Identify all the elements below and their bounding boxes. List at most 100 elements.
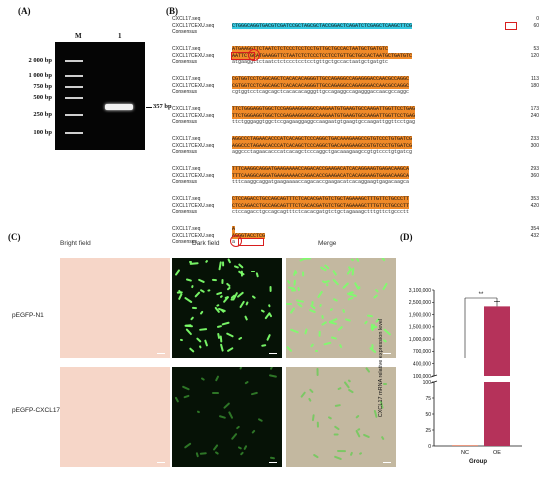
sequence-position: 354 bbox=[530, 226, 539, 232]
header-merge: Merge bbox=[318, 240, 337, 247]
fluorescent-cell bbox=[230, 433, 238, 441]
fluorescent-cell bbox=[321, 314, 324, 319]
fluorescent-cell bbox=[315, 349, 319, 352]
fluorescent-cell bbox=[252, 294, 256, 299]
sequence-name: CXCL17.seq bbox=[172, 46, 201, 52]
fluorescent-cell bbox=[332, 297, 339, 302]
fluorescent-cell bbox=[198, 278, 206, 283]
dark-field-image-cxcl17 bbox=[172, 367, 282, 467]
highlight-circle bbox=[248, 49, 260, 61]
fluorescent-cell bbox=[356, 415, 361, 419]
y-tick-label: 1,900,000 bbox=[409, 312, 431, 318]
fluorescent-cell bbox=[304, 328, 308, 336]
fluorescent-cell bbox=[270, 367, 274, 371]
panel-a-label: (A) bbox=[18, 6, 31, 16]
sequence-name: CXCL17CEXU.seq bbox=[172, 52, 215, 59]
y-tick-label: 2,500,000 bbox=[409, 300, 431, 306]
fluorescent-cell bbox=[222, 279, 225, 285]
fluorescent-cell bbox=[221, 321, 230, 326]
sequence-name: CXCL17.seq bbox=[172, 226, 201, 232]
sequence-name: CXCL17.seq bbox=[172, 16, 201, 22]
sequence-row: AATTCTGCATGAAGGTTCTAATCTCTCCCTCCTCCTGTTG… bbox=[232, 52, 413, 59]
agarose-gel bbox=[55, 42, 145, 150]
sequence-row: CTCCAGACCTGCCAGCAGTTTCTCACACGATGTCTGCTAG… bbox=[232, 202, 410, 209]
alignment-block: CXCL17.seq CXCL17CEXU.seq Consensus A AGGGTA… bbox=[172, 226, 542, 256]
fluorescent-cell bbox=[239, 451, 244, 456]
sequence-name: CXCL17.seq bbox=[172, 166, 201, 172]
fluorescent-cell bbox=[219, 415, 227, 419]
fluorescent-cell bbox=[339, 343, 343, 348]
fluorescent-cell bbox=[308, 308, 316, 313]
ladder-label: 250 bp bbox=[33, 111, 52, 118]
sequence-row: aggccctagaacacccatcacagctcccaggctgacaaag… bbox=[232, 149, 413, 155]
fluorescent-cell bbox=[319, 303, 322, 308]
fluorescent-cell bbox=[355, 430, 361, 439]
panel-c-label: (C) bbox=[8, 232, 21, 242]
sequence-name: Consensus bbox=[172, 89, 198, 95]
fluorescent-cell bbox=[225, 282, 231, 287]
fluorescent-cell bbox=[219, 335, 222, 343]
fluorescent-cell bbox=[343, 380, 350, 389]
sequence-row: AGGCCCTAGAACACCCATCACAGCTCCCAGGCTGACAAAG… bbox=[232, 142, 413, 149]
fluorescent-cell bbox=[359, 452, 363, 455]
expression-bar-chart: 100,000 400,000 700,000 1,000,000 1,500,000 1… bbox=[378, 288, 522, 465]
alignment-block: CXCL17.seq CXCL17CEXU.seq Consensus CTCCAGA… bbox=[172, 196, 542, 226]
sequence-position: 53 bbox=[533, 46, 539, 52]
fluorescent-cell bbox=[356, 258, 360, 263]
ladder-band bbox=[65, 86, 83, 88]
fluorescent-cell bbox=[239, 367, 243, 371]
fluorescent-cell bbox=[216, 303, 220, 307]
fluorescent-cell bbox=[381, 258, 386, 262]
sequence-name: CXCL17CEXU.seq bbox=[172, 202, 215, 209]
fluorescent-cell bbox=[185, 277, 192, 281]
fluorescent-cell bbox=[183, 394, 190, 398]
y-axis-label: CXCL17 mRNA relative expression level bbox=[378, 319, 384, 417]
fluorescent-cell bbox=[269, 457, 275, 460]
fluorescent-cell bbox=[313, 453, 319, 459]
fluorescent-cell bbox=[194, 291, 201, 299]
header-dark-field: Dark field bbox=[192, 240, 220, 247]
fluorescent-cell bbox=[220, 343, 224, 352]
fluorescent-cell bbox=[222, 261, 225, 266]
fluorescent-cell bbox=[245, 380, 250, 385]
highlight-box bbox=[505, 22, 517, 30]
fluorescent-cell bbox=[239, 300, 246, 309]
fluorescent-cell bbox=[212, 278, 218, 281]
dark-field-image-n1 bbox=[172, 258, 282, 358]
sequence-position: 432 bbox=[530, 232, 539, 239]
fluorescent-cell bbox=[251, 270, 256, 273]
fluorescent-cell bbox=[365, 367, 371, 373]
fluorescent-cell bbox=[297, 286, 301, 291]
fluorescent-cell bbox=[348, 389, 354, 394]
fluorescent-cell bbox=[184, 442, 192, 449]
panel-d-label: (D) bbox=[400, 232, 413, 242]
fluorescent-cell bbox=[299, 258, 307, 263]
fluorescent-cell bbox=[302, 271, 304, 277]
merge-image-n1 bbox=[286, 258, 396, 358]
ladder-band bbox=[65, 132, 83, 134]
fluorescent-cell bbox=[258, 418, 264, 422]
bright-field-image-n1 bbox=[60, 258, 170, 358]
fluorescent-cell bbox=[181, 385, 190, 390]
fluorescent-cell bbox=[334, 404, 341, 407]
fluorescent-cell bbox=[214, 450, 220, 455]
fluorescent-cell bbox=[286, 345, 293, 352]
sequence-row: CGTGGTCCTCAGCAGCTCACACACAGGGTTGCCAGAGGCC… bbox=[232, 76, 410, 83]
fluorescent-cell bbox=[205, 259, 209, 264]
fluorescent-cell bbox=[198, 328, 208, 331]
sequence-name: Consensus bbox=[172, 59, 198, 65]
fluorescent-cell bbox=[268, 312, 273, 318]
y-tick-label: 400,000 bbox=[413, 362, 431, 368]
sequence-position: 300 bbox=[530, 142, 539, 149]
fluorescent-cell bbox=[244, 315, 248, 320]
row-label-pegfp-n1: pEGFP-N1 bbox=[12, 312, 44, 319]
sequence-row: CTCCAGACCTGCCAGCAGTTTCTCACACGATGTCTGCTAG… bbox=[232, 196, 410, 203]
fluorescent-cell bbox=[179, 338, 184, 341]
fluorescent-cell bbox=[211, 391, 219, 394]
gel-lane-marker: M bbox=[75, 32, 82, 40]
sequence-name: Consensus bbox=[172, 239, 198, 245]
fluorescent-cell bbox=[237, 336, 243, 341]
sequence-row: ctccagacctgccagcagtttctcacacgatgtctgctag… bbox=[232, 209, 410, 215]
sequence-position: 240 bbox=[530, 112, 539, 119]
fluorescent-cell bbox=[198, 345, 202, 349]
